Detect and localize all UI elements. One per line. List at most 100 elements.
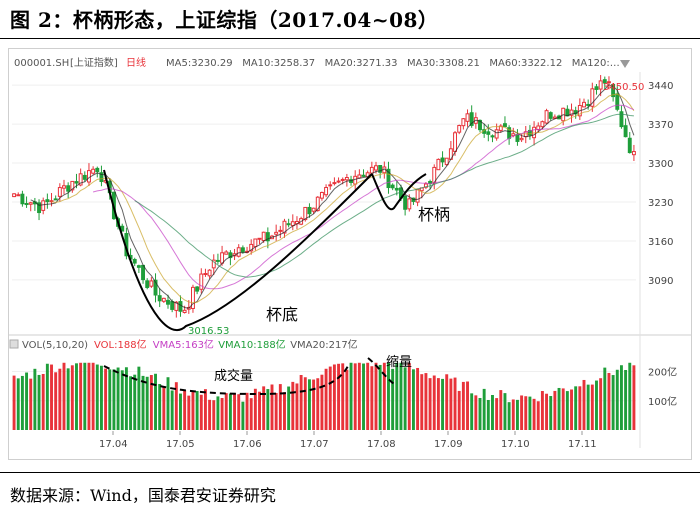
- volume-bar: [179, 393, 182, 430]
- volume-bar: [324, 368, 328, 430]
- candle-body: [586, 103, 591, 106]
- candle-body: [53, 198, 58, 201]
- vol-indicator-label: VOL(5,10,20): [22, 340, 88, 351]
- candle-body: [99, 172, 104, 183]
- candle-body: [582, 101, 586, 108]
- volume-bar: [615, 369, 619, 430]
- volume-bar: [45, 363, 49, 430]
- volume-bar: [191, 390, 195, 430]
- volume-bar: [328, 366, 332, 430]
- volume-bar: [166, 377, 170, 430]
- candle-body: [311, 207, 316, 212]
- volume-bar: [436, 378, 440, 430]
- volume-bar: [79, 362, 83, 430]
- volume-bar: [482, 388, 486, 430]
- ma-label: MA30:3308.21: [407, 58, 480, 69]
- candle-body: [141, 264, 145, 281]
- volume-bar: [536, 401, 540, 430]
- candle-body: [478, 119, 482, 131]
- candle-body: [28, 202, 33, 205]
- volume-bar: [291, 381, 295, 430]
- volume-bar: [332, 364, 336, 430]
- volume-bar: [391, 368, 395, 430]
- volume-bar: [428, 378, 432, 430]
- volume-bar: [116, 367, 120, 430]
- volume-bar: [399, 362, 403, 430]
- volume-bar: [424, 373, 428, 430]
- volume-bar: [549, 396, 553, 430]
- vol-legend: VOL:188亿 VMA5:163亿 VMA10:188亿 VMA20:217亿: [94, 338, 358, 351]
- cup-bottom-label: 杯底: [266, 305, 298, 324]
- volume-bar: [216, 396, 220, 430]
- ma-label: MA20:3271.33: [325, 58, 398, 69]
- handle-label: 杯柄: [418, 205, 450, 224]
- candle-body: [602, 79, 607, 84]
- volume-bar: [149, 375, 153, 430]
- candle-body: [540, 121, 545, 128]
- volume-bar: [366, 362, 370, 430]
- volume-bar: [582, 379, 586, 430]
- candle-body: [336, 180, 341, 183]
- volume-bar: [66, 368, 70, 430]
- volume-bar: [370, 366, 374, 430]
- vol-legend-label: VMA20:217亿: [290, 338, 358, 351]
- volume-bar: [299, 374, 303, 430]
- volume-bar: [578, 386, 582, 430]
- volume-bar: [270, 384, 274, 430]
- volume-bar: [220, 398, 224, 430]
- candle-body: [490, 135, 495, 138]
- volume-tick-label: 100亿: [648, 395, 677, 408]
- low-label: 3016.53: [188, 326, 229, 337]
- volume-bar: [565, 391, 569, 430]
- ma-legend: MA5:3230.29 MA10:3258.37 MA20:3271.33 MA30:…: [166, 58, 630, 69]
- date-tick-label: 17.05: [166, 439, 195, 450]
- candle-body: [37, 202, 41, 214]
- vol-toggle-box[interactable]: [9, 339, 19, 349]
- volume-bar: [441, 378, 445, 430]
- volume-bar: [411, 369, 415, 430]
- price-tick-label: 3230: [648, 198, 673, 209]
- volume-bar: [540, 391, 544, 430]
- volume-bar: [520, 395, 524, 430]
- candle-body: [278, 229, 283, 232]
- volume-bar: [586, 384, 590, 430]
- volume-bar: [162, 386, 166, 430]
- volume-bar: [457, 390, 461, 430]
- candle-body: [195, 286, 200, 292]
- date-tick-label: 17.09: [434, 439, 463, 450]
- volume-bar: [241, 401, 245, 430]
- volume-bar: [278, 384, 282, 430]
- volume-bar: [203, 389, 207, 430]
- volume-bar: [266, 389, 270, 430]
- volume-bar: [99, 365, 103, 430]
- volume-bar: [224, 393, 228, 430]
- candle-body: [145, 280, 150, 288]
- volume-bar: [632, 365, 636, 430]
- volume-bar: [283, 392, 286, 430]
- volume-bar: [58, 368, 62, 430]
- volume-bar: [95, 364, 99, 430]
- volume-bar: [20, 375, 24, 430]
- volume-bar: [37, 374, 41, 430]
- candle-body: [627, 137, 632, 154]
- candle-body: [41, 200, 46, 211]
- candle-body: [344, 177, 349, 181]
- volume-bar: [574, 386, 578, 430]
- volume-bar: [83, 362, 87, 430]
- volume-bar: [133, 374, 137, 430]
- volume-bar: [183, 390, 187, 430]
- candle-body: [66, 185, 71, 192]
- volume-bar: [145, 376, 149, 430]
- candle-body: [87, 170, 91, 183]
- volume-bar: [62, 362, 66, 430]
- volume-bar: [316, 378, 320, 430]
- candle-body: [619, 111, 624, 128]
- volume-bar: [262, 386, 266, 430]
- candle-body: [178, 301, 183, 312]
- volume-bar: [595, 380, 598, 430]
- candle-body: [286, 223, 291, 226]
- candle-body: [62, 185, 66, 189]
- candle-body: [57, 187, 62, 197]
- volume-bar: [357, 362, 361, 430]
- volume-bar: [403, 367, 407, 430]
